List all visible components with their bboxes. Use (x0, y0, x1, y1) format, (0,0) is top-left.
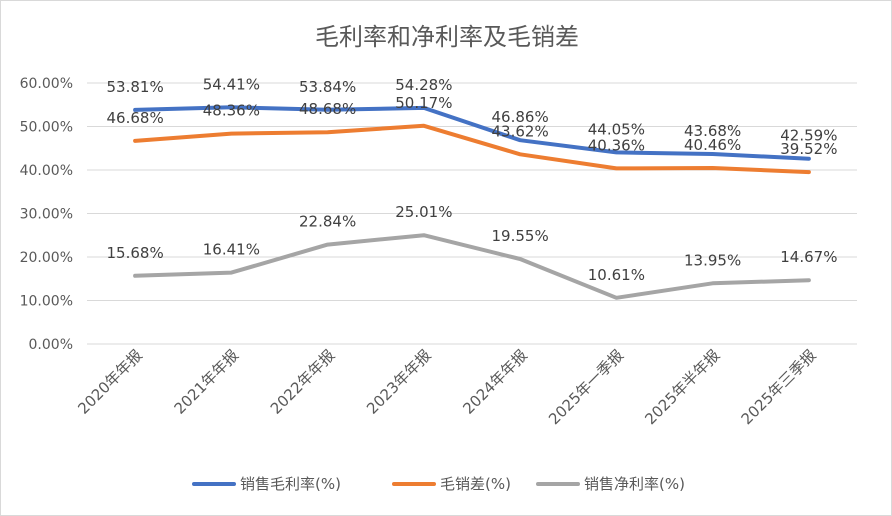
y-tick-label: 50.00% (20, 120, 73, 136)
data-label: 13.95% (684, 251, 741, 269)
series-line (133, 233, 811, 300)
data-label: 40.46% (684, 136, 741, 154)
data-point (711, 166, 715, 170)
data-label: 53.81% (107, 78, 164, 96)
data-point (807, 157, 811, 161)
y-tick-label: 10.00% (20, 294, 73, 310)
data-label: 39.52% (780, 140, 837, 158)
series-line (133, 123, 811, 175)
legend-label: 毛销差(%) (440, 475, 511, 493)
data-label: 46.86% (492, 108, 549, 126)
data-label: 46.68% (107, 109, 164, 127)
data-label: 54.28% (395, 76, 452, 94)
x-tick-label: 2025年一季报 (545, 346, 627, 428)
data-label: 50.17% (395, 94, 452, 112)
data-label: 44.05% (588, 120, 645, 138)
data-point (133, 274, 137, 278)
data-label: 14.67% (780, 248, 837, 266)
data-labels: 53.81% 54.41% 53.84% 54.28% 46.86% 44.05% 43.6… (107, 75, 838, 284)
data-point (422, 233, 426, 237)
x-axis: 2020年年报 2021年年报 2022年年报 2023年年报 2024年年报 2025年… (74, 346, 819, 428)
data-point (614, 150, 618, 154)
data-point (711, 152, 715, 156)
data-point (229, 132, 233, 136)
y-tick-label: 30.00% (20, 207, 73, 223)
data-label: 43.62% (492, 122, 549, 140)
data-point (422, 106, 426, 110)
data-label: 40.36% (588, 136, 645, 154)
data-label: 10.61% (588, 266, 645, 284)
data-point (326, 108, 330, 112)
data-point (229, 105, 233, 109)
data-point (807, 278, 811, 282)
data-label: 16.41% (203, 241, 260, 259)
y-tick-label: 60.00% (20, 76, 73, 92)
legend: 销售毛利率(%) 毛销差(%) 销售净利率(%) (192, 475, 685, 493)
data-point (614, 166, 618, 170)
data-point (711, 281, 715, 285)
x-tick-label: 2021年年报 (171, 346, 243, 418)
gridlines (87, 82, 857, 345)
x-tick-label: 2022年年报 (267, 346, 339, 418)
data-label: 54.41% (203, 75, 260, 93)
data-label: 53.84% (299, 78, 356, 96)
data-point (326, 130, 330, 134)
x-tick-label: 2024年年报 (459, 346, 531, 418)
data-point (422, 124, 426, 128)
data-point (229, 271, 233, 275)
data-point (326, 243, 330, 247)
data-label: 43.68% (684, 122, 741, 140)
data-point (518, 257, 522, 261)
data-label: 22.84% (299, 213, 356, 231)
y-axis: 0.00% 10.00% 20.00% 30.00% 40.00% 50.00% 60.00… (20, 76, 73, 353)
series-lines (133, 105, 811, 300)
data-point (614, 296, 618, 300)
data-label: 19.55% (492, 227, 549, 245)
data-point (518, 138, 522, 142)
data-label: 25.01% (395, 203, 452, 221)
y-tick-label: 0.00% (29, 337, 73, 353)
y-tick-label: 40.00% (20, 163, 73, 179)
data-label: 48.68% (299, 100, 356, 118)
legend-label: 销售净利率(%) (584, 475, 685, 493)
data-label: 48.36% (203, 102, 260, 120)
x-tick-label: 2020年年报 (74, 346, 146, 418)
legend-label: 销售毛利率(%) (240, 475, 341, 493)
data-label: 42.59% (780, 127, 837, 145)
x-tick-label: 2025年三季报 (738, 346, 820, 428)
data-point (518, 152, 522, 156)
y-tick-label: 20.00% (20, 250, 73, 266)
chart-title: 毛利率和净利率及毛销差 (315, 23, 579, 51)
data-point (133, 108, 137, 112)
data-point (133, 139, 137, 143)
series-line (133, 105, 811, 161)
data-point (807, 170, 811, 174)
data-label: 15.68% (107, 244, 164, 262)
x-tick-label: 2023年年报 (363, 346, 435, 418)
x-tick-label: 2025年半年报 (641, 346, 723, 428)
